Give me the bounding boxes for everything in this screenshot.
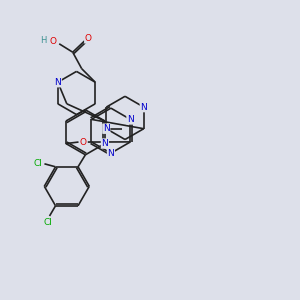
Text: N: N: [127, 115, 134, 124]
Text: N: N: [103, 124, 110, 133]
Text: Cl: Cl: [33, 159, 42, 168]
Text: O: O: [49, 37, 56, 46]
Text: N: N: [54, 78, 61, 87]
Text: N: N: [140, 103, 147, 112]
Text: O: O: [85, 34, 92, 43]
Text: O: O: [80, 137, 87, 146]
Text: N: N: [101, 139, 108, 148]
Text: N: N: [107, 148, 114, 158]
Text: H: H: [40, 36, 47, 45]
Text: Cl: Cl: [44, 218, 52, 227]
